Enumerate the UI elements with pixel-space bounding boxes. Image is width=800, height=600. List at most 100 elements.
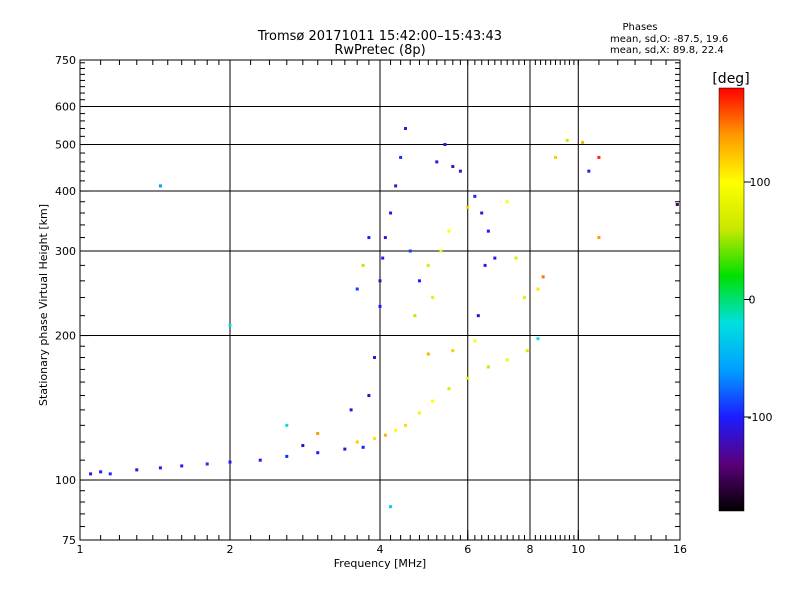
data-point (349, 408, 353, 412)
x-tick-labels: 1 2 4 6 8 10 16 (77, 543, 688, 556)
y-tick-label: 400 (55, 185, 76, 198)
x-tick-label: 6 (464, 543, 471, 556)
data-point (285, 454, 289, 458)
x-tick-label: 4 (377, 543, 384, 556)
data-point (378, 304, 382, 308)
data-point (505, 358, 509, 362)
data-point (343, 447, 347, 451)
data-point (228, 460, 232, 464)
data-point (473, 339, 477, 343)
data-point (355, 287, 359, 291)
x-tick-label: 16 (673, 543, 687, 556)
data-point (480, 211, 484, 215)
data-point (108, 472, 112, 476)
colorbar-tick-label: -100 (748, 411, 773, 424)
data-point (597, 155, 601, 159)
data-point (389, 211, 393, 215)
colorbar-tick-label: 100 (750, 176, 771, 189)
data-point (89, 472, 93, 476)
grid-lines (80, 60, 680, 540)
data-point (565, 138, 569, 142)
y-tick-labels: 75 100 200 300 400 500 600 750 (55, 54, 76, 547)
x-axis-label: Frequency [MHz] (334, 557, 426, 570)
data-point (553, 155, 557, 159)
phase-stats-heading: Phases (622, 22, 657, 33)
data-point (451, 349, 455, 353)
y-tick-label: 300 (55, 245, 76, 258)
data-point (447, 387, 451, 391)
data-point (367, 236, 371, 240)
data-point (431, 399, 435, 403)
data-point (383, 433, 387, 437)
data-point (417, 411, 421, 415)
data-point (483, 263, 487, 267)
data-point (394, 184, 398, 188)
phase-stats-o: mean, sd,O: -87.5, 19.6 (610, 34, 728, 45)
data-point (476, 314, 480, 318)
data-point (316, 432, 320, 436)
data-point (158, 184, 162, 188)
data-point (399, 155, 403, 159)
data-point (443, 143, 447, 147)
data-point (493, 256, 497, 260)
data-point (435, 160, 439, 164)
data-point (536, 287, 540, 291)
data-point (675, 202, 679, 206)
data-point (394, 428, 398, 432)
data-point (541, 275, 545, 279)
y-tick-label: 200 (55, 330, 76, 343)
x-tick-label: 2 (227, 543, 234, 556)
data-point (514, 256, 518, 260)
y-axis-label: Stationary phase Virtual Height [km] (37, 204, 50, 406)
phase-stats-x: mean, sd,X: 89.8, 22.4 (610, 45, 724, 56)
data-point (99, 470, 103, 474)
x-tick-label: 8 (527, 543, 534, 556)
data-point (285, 423, 289, 427)
x-tick-label: 10 (571, 543, 585, 556)
data-point (373, 355, 377, 359)
data-points (89, 126, 679, 509)
data-point (403, 423, 407, 427)
data-point (316, 451, 320, 455)
data-point (451, 164, 455, 168)
data-point (135, 468, 139, 472)
data-point (383, 236, 387, 240)
data-point (439, 249, 443, 253)
data-point (426, 352, 430, 356)
data-point (373, 437, 377, 441)
data-point (381, 256, 385, 260)
data-point (466, 205, 470, 209)
data-point (413, 314, 417, 318)
y-tick-label: 100 (55, 474, 76, 487)
data-point (361, 445, 365, 449)
data-point (525, 349, 529, 353)
chart-subtitle: RwPretec (8p) (334, 43, 425, 58)
data-point (403, 126, 407, 130)
data-point (431, 296, 435, 300)
colorbar-label: [deg] (712, 71, 749, 87)
data-point (367, 394, 371, 398)
data-point (389, 505, 393, 509)
data-point (523, 296, 527, 300)
data-point (417, 279, 421, 283)
y-tick-label: 600 (55, 101, 76, 114)
data-point (205, 462, 209, 466)
data-point (581, 140, 585, 144)
plot-area (79, 59, 681, 541)
data-point (486, 229, 490, 233)
data-point (408, 249, 412, 253)
data-point (301, 444, 305, 448)
data-point (505, 200, 509, 204)
minor-ticks (79, 59, 681, 541)
data-point (458, 169, 462, 173)
data-point (378, 279, 382, 283)
data-point (258, 458, 262, 462)
data-point (361, 263, 365, 267)
data-point (473, 194, 477, 198)
data-point (447, 229, 451, 233)
data-point (486, 365, 490, 369)
colorbar-ticks: 100 0 -100 (744, 176, 772, 424)
data-point (587, 169, 591, 173)
colorbar-tick-label: 0 (749, 294, 756, 307)
x-tick-label: 1 (77, 543, 84, 556)
